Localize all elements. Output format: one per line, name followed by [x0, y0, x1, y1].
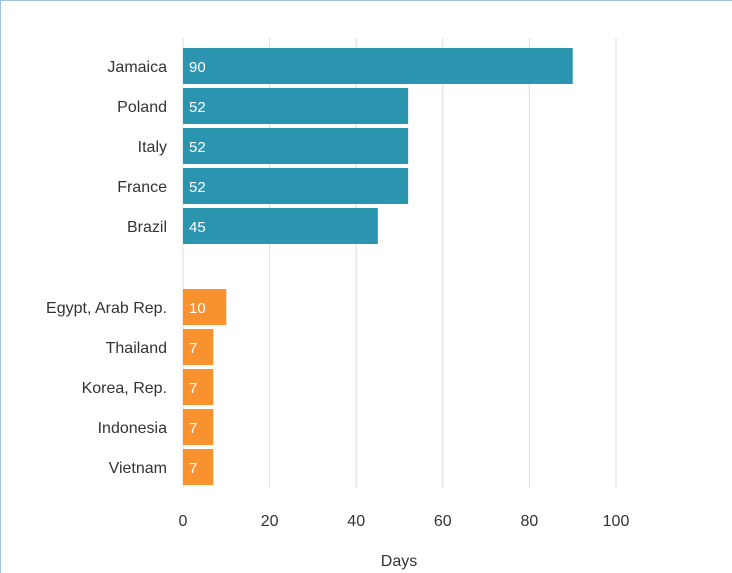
- bar-poland: [183, 88, 409, 124]
- bar-egypt-arab-rep: [183, 289, 227, 325]
- category-labels: Jamaica Poland Italy France Brazil Egypt, Ara…: [46, 59, 167, 477]
- category-label: Korea, Rep.: [82, 380, 167, 397]
- category-label: Vietnam: [109, 460, 167, 477]
- category-label: Brazil: [127, 219, 167, 236]
- x-tick-labels: 0 20 40 60 80 100: [179, 513, 630, 530]
- category-label: Italy: [138, 139, 167, 156]
- x-tick-label: 80: [521, 513, 539, 530]
- category-label: Thailand: [106, 340, 167, 357]
- bar-italy: [183, 128, 409, 164]
- bar-value-label: 52: [189, 99, 206, 116]
- bar-value-label: 7: [189, 460, 197, 477]
- x-tick-label: 0: [179, 513, 188, 530]
- category-label: France: [117, 179, 167, 196]
- bar-value-label: 45: [189, 219, 206, 236]
- bar-value-label: 90: [189, 59, 206, 76]
- bar-vietnam: [183, 449, 214, 485]
- bar-value-label: 7: [189, 340, 197, 357]
- x-tick-label: 100: [603, 513, 630, 530]
- gridlines: [182, 38, 617, 488]
- bars: 90 52 52 52 45 10 7 7 7 7: [183, 48, 573, 485]
- category-label: Indonesia: [98, 420, 167, 437]
- bar-france: [183, 168, 409, 204]
- bar-value-label: 7: [189, 380, 197, 397]
- bar-jamaica: [183, 48, 573, 84]
- x-tick-label: 60: [434, 513, 452, 530]
- category-label: Poland: [117, 99, 167, 116]
- bar-value-label: 52: [189, 179, 206, 196]
- x-axis-title: Days: [381, 553, 417, 570]
- bar-indonesia: [183, 409, 214, 445]
- bar-thailand: [183, 329, 214, 365]
- bar-value-label: 52: [189, 139, 206, 156]
- x-tick-label: 20: [261, 513, 279, 530]
- bar-brazil: [183, 208, 378, 244]
- x-tick-label: 40: [347, 513, 365, 530]
- bar-korea-rep: [183, 369, 214, 405]
- category-label: Jamaica: [107, 59, 167, 76]
- category-label: Egypt, Arab Rep.: [46, 300, 167, 317]
- bar-value-label: 7: [189, 420, 197, 437]
- bar-value-label: 10: [189, 300, 206, 317]
